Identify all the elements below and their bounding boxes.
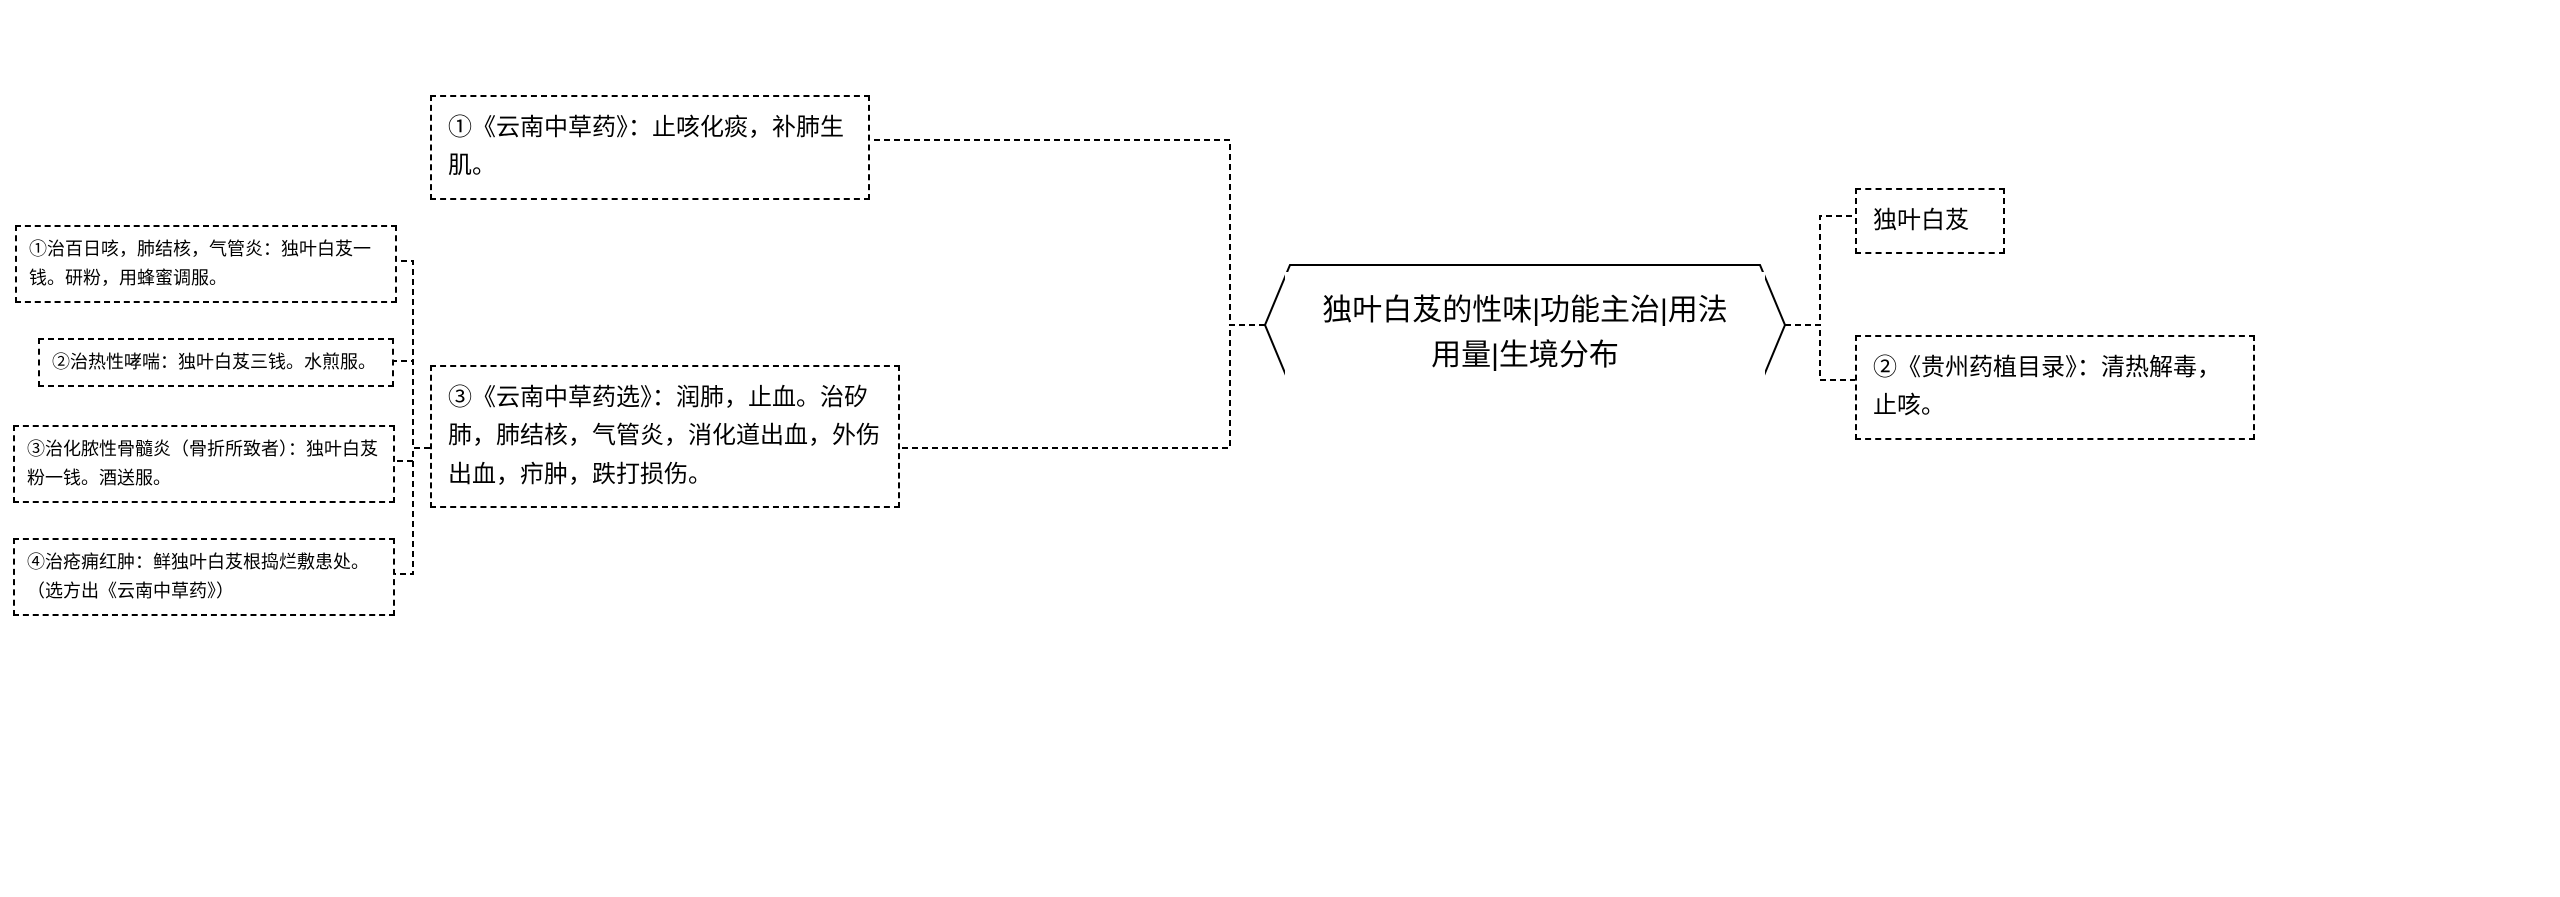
node-g2: ②治热性哮喘：独叶白芨三钱。水煎服。 [38,338,394,387]
node-g3-text: ③治化脓性骨髓炎（骨折所致者）：独叶白芨粉一钱。酒送服。 [27,439,378,488]
root-node: 独叶白芨的性味|功能主治|用法用量|生境分布 [1285,272,1765,394]
node-r1-text: 独叶白芨 [1873,207,1969,234]
node-g4-text: ④治疮痈红肿：鲜独叶白芨根捣烂敷患处。（选方出《云南中草药》） [27,552,369,601]
node-r2: ②《贵州药植目录》：清热解毒，止咳。 [1855,335,2255,440]
root-text: 独叶白芨的性味|功能主治|用法用量|生境分布 [1322,294,1728,372]
connector-root-left [870,130,1270,460]
node-l2: ③《云南中草药选》：润肺，止血。治矽肺，肺结核，气管炎，消化道出血，外伤出血，疖… [430,365,900,508]
node-r2-text: ②《贵州药植目录》：清热解毒，止咳。 [1873,354,2221,419]
node-g4: ④治疮痈红肿：鲜独叶白芨根捣烂敷患处。（选方出《云南中草药》） [13,538,395,616]
node-g3: ③治化脓性骨髓炎（骨折所致者）：独叶白芨粉一钱。酒送服。 [13,425,395,503]
connector-root-right [1785,200,1865,400]
node-l2-text: ③《云南中草药选》：润肺，止血。治矽肺，肺结核，气管炎，消化道出血，外伤出血，疖… [448,384,880,488]
node-g1: ①治百日咳，肺结核，气管炎：独叶白芨一钱。研粉，用蜂蜜调服。 [15,225,397,303]
node-r1: 独叶白芨 [1855,188,2005,254]
node-l1-text: ①《云南中草药》：止咳化痰，补肺生肌。 [448,114,844,179]
node-g2-text: ②治热性哮喘：独叶白芨三钱。水煎服。 [52,352,376,372]
node-g1-text: ①治百日咳，肺结核，气管炎：独叶白芨一钱。研粉，用蜂蜜调服。 [29,239,371,288]
node-l1: ①《云南中草药》：止咳化痰，补肺生肌。 [430,95,870,200]
